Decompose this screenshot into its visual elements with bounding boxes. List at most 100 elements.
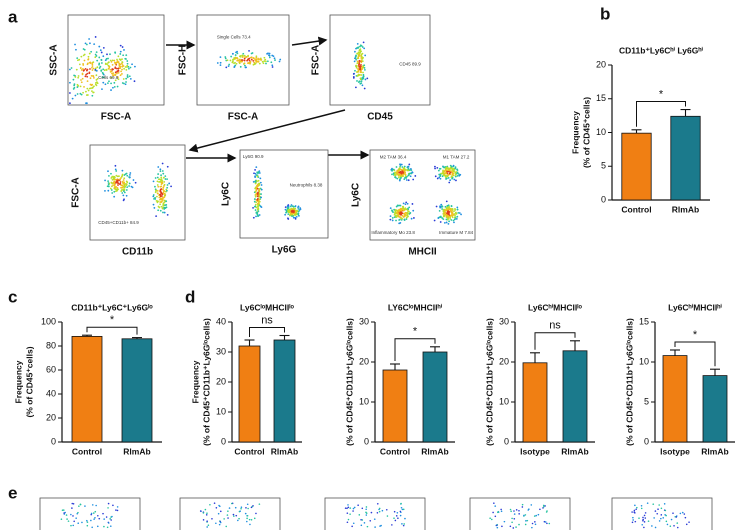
event-dot bbox=[257, 171, 260, 174]
event-dot bbox=[447, 222, 450, 225]
event-dot bbox=[117, 61, 119, 64]
event-dot bbox=[70, 513, 72, 516]
chart-title: CD11b⁺Ly6C⁺Ly6Gˡᵒ bbox=[71, 302, 153, 312]
x-tick-label: Control bbox=[72, 446, 102, 456]
event-dot bbox=[401, 170, 404, 173]
chart-title: Ly6CˡᵒMHCIIˡᵒ bbox=[240, 302, 294, 312]
event-dot bbox=[449, 214, 452, 217]
bar bbox=[662, 355, 688, 443]
event-dot bbox=[380, 524, 382, 527]
event-dot bbox=[166, 178, 168, 181]
event-dot bbox=[88, 87, 91, 90]
event-dot bbox=[357, 69, 360, 72]
event-dot bbox=[360, 63, 362, 66]
event-dot bbox=[94, 67, 97, 70]
event-dot bbox=[80, 81, 83, 84]
event-dot bbox=[89, 68, 91, 70]
event-dot bbox=[509, 525, 512, 528]
event-dot bbox=[266, 60, 269, 63]
event-dot bbox=[685, 523, 688, 526]
event-dot bbox=[447, 218, 449, 221]
event-dot bbox=[271, 64, 274, 67]
event-dot bbox=[126, 74, 129, 76]
event-dot bbox=[102, 72, 105, 75]
event-dot bbox=[542, 507, 544, 509]
event-dot bbox=[62, 509, 65, 511]
event-dot bbox=[518, 513, 520, 515]
event-dot bbox=[352, 507, 355, 510]
event-dot bbox=[90, 74, 93, 77]
event-dot bbox=[119, 44, 122, 47]
event-dot bbox=[78, 505, 80, 507]
event-dot bbox=[395, 515, 398, 517]
event-dot bbox=[246, 514, 249, 517]
event-dot bbox=[665, 514, 667, 517]
event-dot bbox=[242, 52, 245, 55]
event-dot bbox=[395, 219, 397, 222]
event-dot bbox=[391, 168, 394, 171]
event-dot bbox=[160, 201, 163, 203]
event-dot bbox=[90, 84, 93, 87]
y-tick-label: 0 bbox=[364, 436, 369, 446]
event-dot bbox=[235, 62, 238, 65]
event-dot bbox=[408, 206, 411, 209]
event-dot bbox=[363, 87, 366, 90]
event-dot bbox=[107, 170, 109, 173]
event-dot bbox=[115, 181, 118, 184]
event-dot bbox=[537, 513, 540, 516]
event-dot bbox=[76, 59, 79, 62]
event-dot bbox=[116, 85, 119, 88]
event-dot bbox=[111, 515, 113, 518]
event-dot bbox=[402, 508, 405, 511]
event-dot bbox=[121, 46, 124, 48]
event-dot bbox=[530, 504, 533, 506]
event-dot bbox=[258, 200, 261, 203]
event-dot bbox=[90, 50, 93, 53]
event-dot bbox=[450, 176, 453, 178]
event-dot bbox=[119, 50, 122, 53]
event-dot bbox=[452, 164, 455, 167]
event-dot bbox=[378, 507, 381, 510]
event-dot bbox=[104, 59, 107, 62]
event-dot bbox=[285, 210, 288, 212]
event-dot bbox=[126, 66, 128, 68]
event-dot bbox=[284, 206, 287, 209]
event-dot bbox=[369, 519, 372, 522]
event-dot bbox=[391, 217, 394, 219]
event-dot bbox=[110, 519, 113, 521]
event-dot bbox=[403, 178, 406, 181]
event-dot bbox=[107, 182, 110, 184]
event-dot bbox=[88, 72, 91, 75]
event-dot bbox=[525, 520, 527, 522]
event-dot bbox=[157, 166, 160, 168]
event-dot bbox=[358, 514, 361, 516]
event-dot bbox=[164, 178, 167, 180]
event-dot bbox=[87, 55, 90, 58]
event-dot bbox=[234, 57, 237, 60]
event-dot bbox=[160, 188, 163, 190]
event-dot bbox=[129, 66, 132, 69]
panel-label: c bbox=[8, 287, 17, 306]
event-dot bbox=[544, 521, 547, 523]
event-dot bbox=[87, 58, 90, 61]
panel-label: a bbox=[8, 7, 18, 26]
event-dot bbox=[513, 510, 515, 512]
event-dot bbox=[219, 61, 222, 64]
event-dot bbox=[258, 503, 261, 505]
event-dot bbox=[544, 505, 546, 507]
event-dot bbox=[456, 168, 458, 171]
event-dot bbox=[157, 178, 160, 181]
event-dot bbox=[400, 213, 402, 216]
event-dot bbox=[116, 60, 119, 62]
event-dot bbox=[391, 524, 393, 526]
event-dot bbox=[548, 522, 551, 525]
event-dot bbox=[225, 525, 228, 528]
event-dot bbox=[122, 199, 125, 202]
event-dot bbox=[445, 214, 448, 217]
event-dot bbox=[103, 518, 105, 520]
event-dot bbox=[287, 207, 290, 209]
event-dot bbox=[356, 57, 359, 60]
x-tick-label: RlmAb bbox=[561, 446, 588, 456]
event-dot bbox=[256, 180, 258, 183]
event-dot bbox=[92, 512, 95, 514]
